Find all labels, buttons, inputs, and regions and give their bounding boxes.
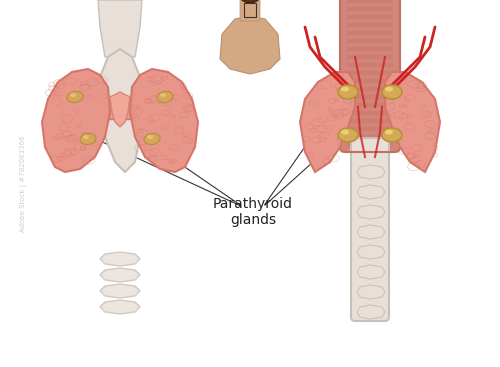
Ellipse shape xyxy=(236,0,264,3)
Polygon shape xyxy=(357,225,385,239)
Bar xyxy=(347,111,393,115)
FancyBboxPatch shape xyxy=(240,0,260,21)
Polygon shape xyxy=(100,252,140,266)
Polygon shape xyxy=(357,265,385,279)
Text: Adobe Stock | #782063366: Adobe Stock | #782063366 xyxy=(20,136,27,232)
Bar xyxy=(347,79,393,83)
Polygon shape xyxy=(357,245,385,259)
Polygon shape xyxy=(357,305,385,319)
Bar xyxy=(347,87,393,91)
Ellipse shape xyxy=(157,91,173,103)
Bar xyxy=(347,127,393,131)
Polygon shape xyxy=(108,102,132,119)
Bar xyxy=(347,7,393,11)
Polygon shape xyxy=(100,268,140,282)
Ellipse shape xyxy=(70,93,76,97)
Polygon shape xyxy=(357,165,385,179)
Polygon shape xyxy=(357,185,385,199)
Polygon shape xyxy=(357,205,385,219)
FancyBboxPatch shape xyxy=(340,0,400,152)
Ellipse shape xyxy=(338,85,358,99)
Bar xyxy=(347,119,393,123)
Polygon shape xyxy=(385,72,440,172)
Bar xyxy=(347,71,393,75)
Polygon shape xyxy=(98,0,142,57)
Bar xyxy=(347,39,393,43)
Polygon shape xyxy=(110,92,130,127)
Polygon shape xyxy=(95,49,145,172)
Polygon shape xyxy=(357,285,385,299)
Bar xyxy=(347,47,393,51)
Ellipse shape xyxy=(382,85,402,99)
Bar xyxy=(347,31,393,35)
Polygon shape xyxy=(42,69,110,172)
Ellipse shape xyxy=(382,128,402,142)
Bar xyxy=(347,95,393,99)
Ellipse shape xyxy=(147,135,153,139)
Ellipse shape xyxy=(385,87,393,91)
Bar xyxy=(347,135,393,139)
Bar xyxy=(347,55,393,59)
Polygon shape xyxy=(300,72,355,172)
Ellipse shape xyxy=(341,130,349,134)
Ellipse shape xyxy=(67,91,83,103)
Ellipse shape xyxy=(341,87,349,91)
Polygon shape xyxy=(100,284,140,298)
Bar xyxy=(347,63,393,67)
Text: Parathyroid
glands: Parathyroid glands xyxy=(213,197,293,227)
Ellipse shape xyxy=(83,135,89,139)
FancyBboxPatch shape xyxy=(351,138,389,321)
Ellipse shape xyxy=(160,93,166,97)
Ellipse shape xyxy=(80,134,96,145)
Polygon shape xyxy=(220,16,280,74)
Ellipse shape xyxy=(144,134,160,145)
Polygon shape xyxy=(100,300,140,314)
Bar xyxy=(347,0,393,3)
Bar xyxy=(347,23,393,27)
Ellipse shape xyxy=(385,130,393,134)
Bar xyxy=(347,143,393,147)
Polygon shape xyxy=(130,69,198,172)
Ellipse shape xyxy=(338,128,358,142)
Bar xyxy=(347,15,393,19)
Bar xyxy=(347,103,393,107)
